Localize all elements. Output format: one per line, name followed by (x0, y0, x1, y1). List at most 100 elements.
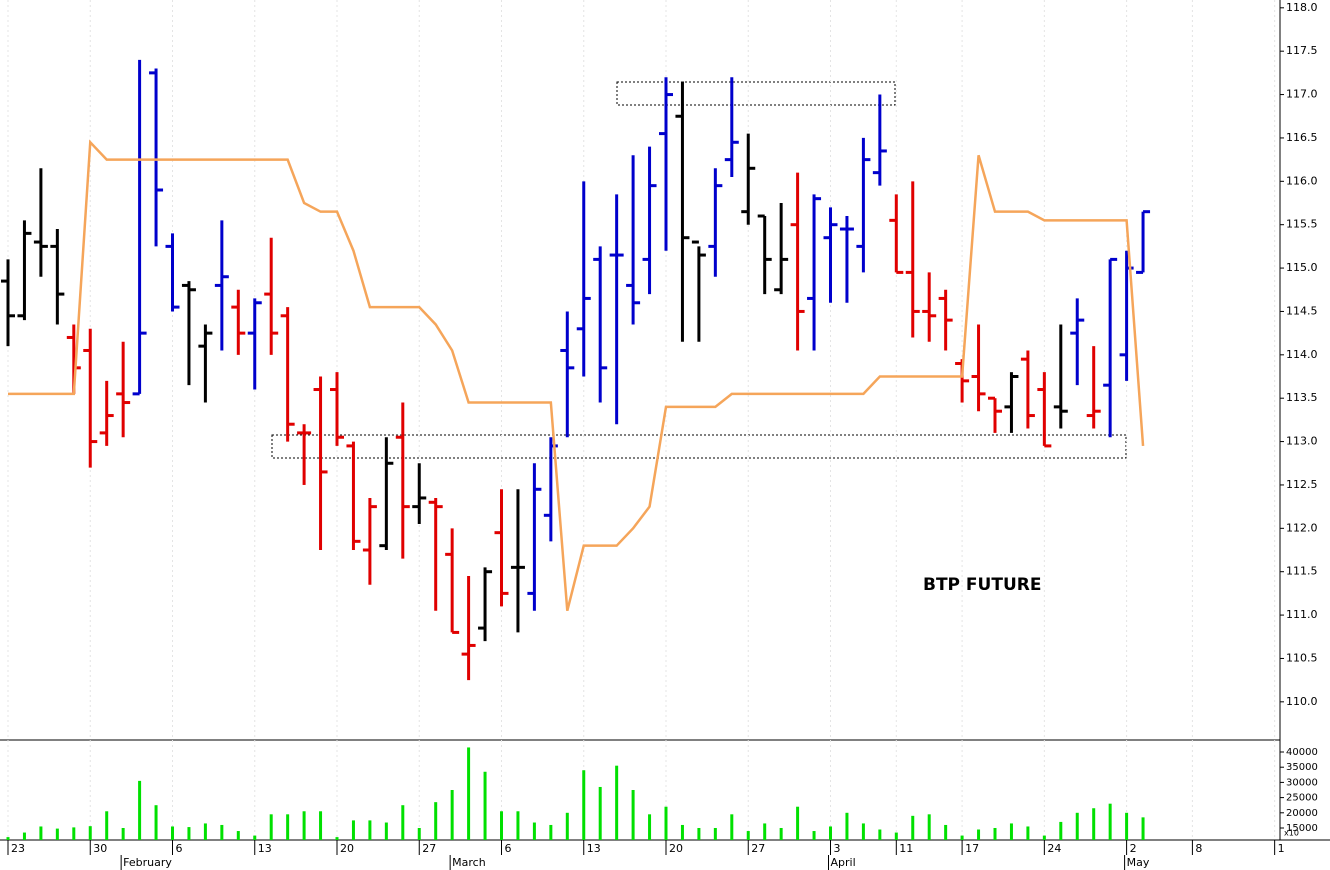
volume-bar (713, 827, 717, 840)
volume-tick-label: 20000 (1286, 808, 1318, 819)
volume-bar (467, 747, 471, 840)
volume-bar (911, 815, 915, 840)
volume-bar (319, 811, 323, 840)
x-tick-label: 6 (505, 842, 512, 855)
volume-bar (944, 824, 948, 840)
volume-bar (1108, 803, 1112, 840)
volume-bar (516, 811, 520, 840)
price-tick-label: 110.5 (1286, 651, 1318, 664)
volume-bar (582, 770, 586, 840)
volume-bar (664, 806, 668, 840)
volume-bar (434, 802, 438, 840)
price-tick-label: 112.0 (1286, 521, 1318, 534)
x-tick-label: 23 (11, 842, 25, 855)
volume-bar (796, 806, 800, 840)
x-tick-label: 17 (965, 842, 979, 855)
x-tick-label: 13 (258, 842, 272, 855)
volume-bar (549, 824, 553, 840)
volume-tick-label: 40000 (1286, 747, 1318, 758)
volume-bar (746, 831, 750, 840)
volume-bar (72, 827, 76, 840)
volume-bar (1075, 812, 1079, 840)
price-tick-label: 117.5 (1286, 44, 1318, 57)
volume-bar (615, 765, 619, 840)
x-tick-label: 2 (1130, 842, 1137, 855)
volume-bar (1092, 808, 1096, 840)
volume-bar (829, 826, 832, 840)
x-tick-label: 3 (834, 842, 841, 855)
volume-bar (187, 827, 191, 840)
volume-bar (351, 820, 355, 840)
x-tick-label: 20 (669, 842, 683, 855)
volume-bar (1042, 835, 1046, 840)
price-tick-label: 113.0 (1286, 435, 1318, 448)
volume-bar (631, 790, 635, 840)
volume-bar (812, 831, 816, 840)
price-tick-label: 111.0 (1286, 608, 1318, 621)
x-tick-label: 8 (1195, 842, 1202, 855)
volume-bar (105, 811, 109, 840)
volume-bar (55, 828, 59, 840)
volume-bar (993, 827, 997, 840)
volume-bar (203, 823, 207, 840)
price-tick-label: 115.0 (1286, 261, 1318, 274)
price-tick-label: 114.0 (1286, 348, 1318, 361)
x-tick-label: 11 (899, 842, 913, 855)
volume-bar (861, 823, 865, 840)
volume-bar (138, 780, 142, 840)
volume-bar (977, 829, 981, 840)
volume-bar (763, 823, 767, 840)
price-tick-label: 111.5 (1286, 565, 1318, 578)
volume-bar (401, 805, 405, 840)
price-tick-label: 118.0 (1286, 1, 1318, 14)
month-label: May (1127, 856, 1150, 869)
price-tick-label: 115.5 (1286, 218, 1318, 231)
volume-bar (302, 811, 306, 840)
volume-bar (335, 837, 339, 840)
volume-bar (220, 824, 224, 840)
volume-bar (1125, 812, 1129, 840)
volume-bar (779, 827, 783, 840)
x-tick-label: 6 (176, 842, 183, 855)
volume-bar (697, 827, 701, 840)
volume-bar (598, 786, 602, 840)
price-tick-label: 114.5 (1286, 304, 1318, 317)
volume-bar (927, 814, 931, 840)
price-tick-label: 116.5 (1286, 131, 1318, 144)
x-tick-label: 30 (93, 842, 107, 855)
volume-bar (154, 805, 158, 840)
price-tick-label: 116.0 (1286, 174, 1318, 187)
x-tick-label: 27 (422, 842, 436, 855)
x-tick-label: 27 (751, 842, 765, 855)
x-tick-label: 13 (587, 842, 601, 855)
volume-bar (730, 814, 734, 840)
volume-bar (253, 835, 257, 840)
volume-bar (368, 820, 372, 840)
volume-bar (565, 812, 569, 840)
volume-bar (236, 831, 240, 840)
resistance-box (616, 81, 896, 106)
price-tick-label: 117.0 (1286, 88, 1318, 101)
x-tick-label: 1 (1278, 842, 1285, 855)
volume-bar (532, 822, 536, 840)
volume-bar (878, 829, 882, 840)
volume-bar (483, 771, 487, 840)
volume-bar (680, 824, 684, 840)
volume-bar (6, 837, 10, 840)
volume-bar (88, 826, 92, 840)
month-label: March (452, 856, 486, 869)
volume-unit: x10 (1284, 829, 1299, 838)
volume-tick-label: 25000 (1286, 793, 1318, 804)
volume-bar (1059, 821, 1063, 840)
volume-bar (845, 812, 849, 840)
volume-tick-label: 35000 (1286, 762, 1318, 773)
volume-bar (384, 822, 388, 840)
volume-bar (22, 832, 26, 840)
volume-tick-label: 30000 (1286, 777, 1318, 788)
volume-bar (450, 790, 454, 840)
support-box (271, 434, 1127, 459)
volume-bar (269, 814, 273, 840)
volume-bar (894, 832, 898, 840)
volume-bar (417, 827, 421, 840)
